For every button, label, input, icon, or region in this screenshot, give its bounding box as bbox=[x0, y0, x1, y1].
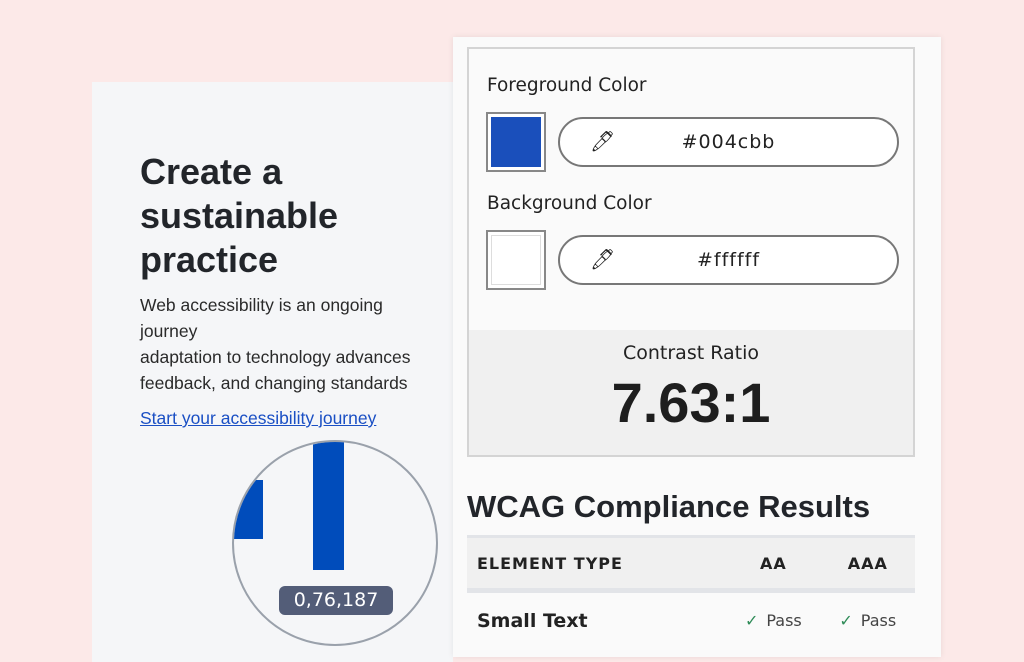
table-header-row: ELEMENT TYPE AA AAA bbox=[467, 535, 915, 593]
paragraph-line: adaptation to technology advances bbox=[140, 347, 411, 367]
paragraph-line: feedback, and changing standards bbox=[140, 373, 408, 393]
aa-result: ✓ Pass bbox=[726, 591, 820, 649]
magnifier-lens: 0,76,187 bbox=[232, 440, 438, 646]
contrast-ratio-label: Contrast Ratio bbox=[622, 342, 759, 364]
background-label: Background Color bbox=[487, 193, 652, 214]
header-element-type: ELEMENT TYPE bbox=[467, 535, 727, 593]
background-input[interactable]: 🖊 #ffffff bbox=[558, 235, 899, 285]
header-aa: AA bbox=[726, 535, 821, 593]
article-paragraph: Web accessibility is an ongoing journey … bbox=[140, 292, 445, 396]
foreground-input[interactable]: 🖊 #004cbb bbox=[558, 117, 899, 167]
page-heading: Create a sustainable practice bbox=[140, 151, 339, 280]
aaa-status: Pass bbox=[860, 611, 897, 631]
check-icon: ✓ bbox=[744, 611, 759, 631]
magnified-bar bbox=[313, 442, 344, 570]
contrast-checker-panel: Foreground Color 🖊 #004cbb Background Co… bbox=[453, 37, 941, 657]
background-swatch[interactable] bbox=[486, 230, 546, 290]
row-type: Small Text bbox=[477, 609, 588, 632]
foreground-label: Foreground Color bbox=[487, 75, 647, 96]
wcag-title: WCAG Compliance Results bbox=[467, 489, 871, 524]
aaa-result: ✓ Pass bbox=[821, 591, 915, 649]
start-journey-link[interactable]: Start your accessibility journey bbox=[140, 408, 377, 428]
table-row: Small Text ✓ Pass ✓ Pass bbox=[467, 591, 915, 649]
contrast-ratio-value: 7.63:1 bbox=[611, 371, 771, 434]
header-aaa: AAA bbox=[820, 535, 915, 593]
eyedropper-icon[interactable]: 🖊 bbox=[590, 247, 617, 271]
wcag-table: ELEMENT TYPE AA AAA Small Text ✓ Pass ✓ Pa… bbox=[467, 535, 915, 649]
background-value: #ffffff bbox=[696, 249, 761, 271]
check-icon: ✓ bbox=[839, 611, 853, 631]
color-tooltip: 0,76,187 bbox=[279, 586, 393, 615]
aa-status: Pass bbox=[766, 611, 802, 631]
eyedropper-icon[interactable]: 🖊 bbox=[590, 129, 617, 153]
color-inputs-box: Foreground Color 🖊 #004cbb Background Co… bbox=[467, 47, 915, 457]
contrast-ratio-section: Contrast Ratio 7.63:1 bbox=[469, 330, 913, 455]
foreground-swatch[interactable] bbox=[486, 112, 546, 172]
paragraph-line: Web accessibility is an ongoing journey bbox=[140, 295, 383, 341]
magnified-bar bbox=[234, 480, 263, 539]
foreground-value: #004cbb bbox=[681, 131, 776, 153]
